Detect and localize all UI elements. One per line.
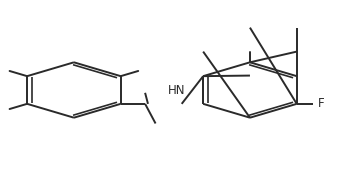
Text: F: F bbox=[318, 97, 324, 110]
Text: HN: HN bbox=[168, 84, 185, 97]
